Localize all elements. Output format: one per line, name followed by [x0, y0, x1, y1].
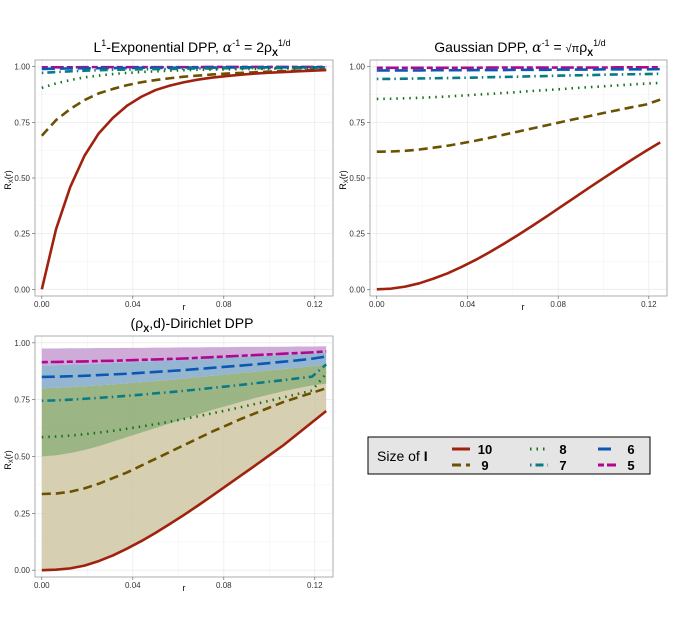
x-tick-label: 0.04 [125, 581, 141, 590]
x-tick-label: 0.08 [216, 581, 232, 590]
panel-1-ylabel: RX(r) [3, 170, 15, 190]
y-tick-label: 0.50 [349, 174, 365, 183]
band-8 [41, 364, 327, 457]
legend-label-5: 5 [627, 458, 634, 473]
x-tick-label: 0.08 [550, 300, 566, 309]
y-tick-label: 0.75 [14, 118, 30, 127]
y-tick-label: 0.25 [14, 230, 30, 239]
y-tick-label: 0.25 [349, 230, 365, 239]
y-tick-label: 0.75 [349, 118, 365, 127]
series-7-line [376, 72, 661, 81]
y-tick-label: 0.25 [14, 509, 30, 518]
band-6 [41, 352, 327, 389]
x-tick-label: 0.12 [641, 300, 657, 309]
panel-2-ylabel: RX(r) [338, 170, 350, 190]
band-10 [41, 383, 327, 571]
y-tick-label: 1.00 [349, 63, 365, 72]
x-tick-label: 0.12 [307, 581, 323, 590]
series-7-line [41, 66, 327, 75]
legend-label-7: 7 [559, 458, 566, 473]
legend-label-10: 10 [478, 442, 492, 457]
panel-3-ylabel: RX(r) [3, 450, 15, 470]
series-8-line [41, 372, 328, 439]
legend: Size of I 109 87 65 [367, 436, 651, 475]
legend-label-9: 9 [481, 458, 488, 473]
x-tick-label: 0.08 [216, 300, 232, 309]
x-tick-label: 0.00 [34, 581, 50, 590]
legend-box [367, 436, 651, 475]
series-6-line [41, 355, 327, 379]
panel-2: 0.00 0.04 0.08 0.12 0.00 0.25 0.50 0.75 1.00 [349, 59, 668, 309]
series-10-line [40, 68, 327, 290]
series-9-line [41, 387, 327, 496]
series-10-line [376, 141, 661, 291]
panel-1: 0.00 0.04 0.08 0.12 0.00 0.25 0.50 0.75 1.00 [14, 59, 334, 309]
y-tick-label: 0.00 [14, 285, 30, 294]
panel-3-xlabel: r [183, 583, 186, 593]
legend-label-8: 8 [559, 442, 566, 457]
panel-1-xlabel: r [183, 302, 186, 312]
panel-3-title: (ρX,d)-Dirichlet DPP [131, 315, 254, 334]
x-tick-label: 0.04 [460, 300, 476, 309]
y-tick-label: 0.00 [14, 566, 30, 575]
y-tick-label: 0.00 [349, 285, 365, 294]
panel-3: 0.00 0.04 0.08 0.12 0.00 0.25 0.50 0.75 1.00 [14, 335, 334, 590]
x-tick-label: 0.04 [125, 300, 141, 309]
y-tick-label: 0.75 [14, 396, 30, 405]
series-5-line [41, 350, 327, 364]
series-8-line [41, 66, 327, 90]
x-tick-label: 0.00 [34, 300, 50, 309]
y-tick-label: 1.00 [14, 63, 30, 72]
legend-title: Size of I [377, 448, 428, 464]
y-tick-label: 1.00 [14, 339, 30, 348]
panel-1-title: L1-Exponential DPP, α-1 = 2ρX1/d [93, 38, 290, 58]
series-7-line [41, 363, 328, 403]
legend-label-6: 6 [627, 442, 634, 457]
x-tick-label: 0.00 [369, 300, 385, 309]
series-10-line [41, 410, 327, 572]
x-tick-label: 0.12 [307, 300, 323, 309]
series-9-line [376, 98, 661, 154]
series-6-line [376, 67, 661, 72]
y-tick-label: 0.50 [14, 453, 30, 462]
panel-2-title: Gaussian DPP, α-1 = √πρX1/d [434, 38, 605, 58]
panel-2-xlabel: r [522, 302, 525, 312]
y-tick-label: 0.50 [14, 174, 30, 183]
